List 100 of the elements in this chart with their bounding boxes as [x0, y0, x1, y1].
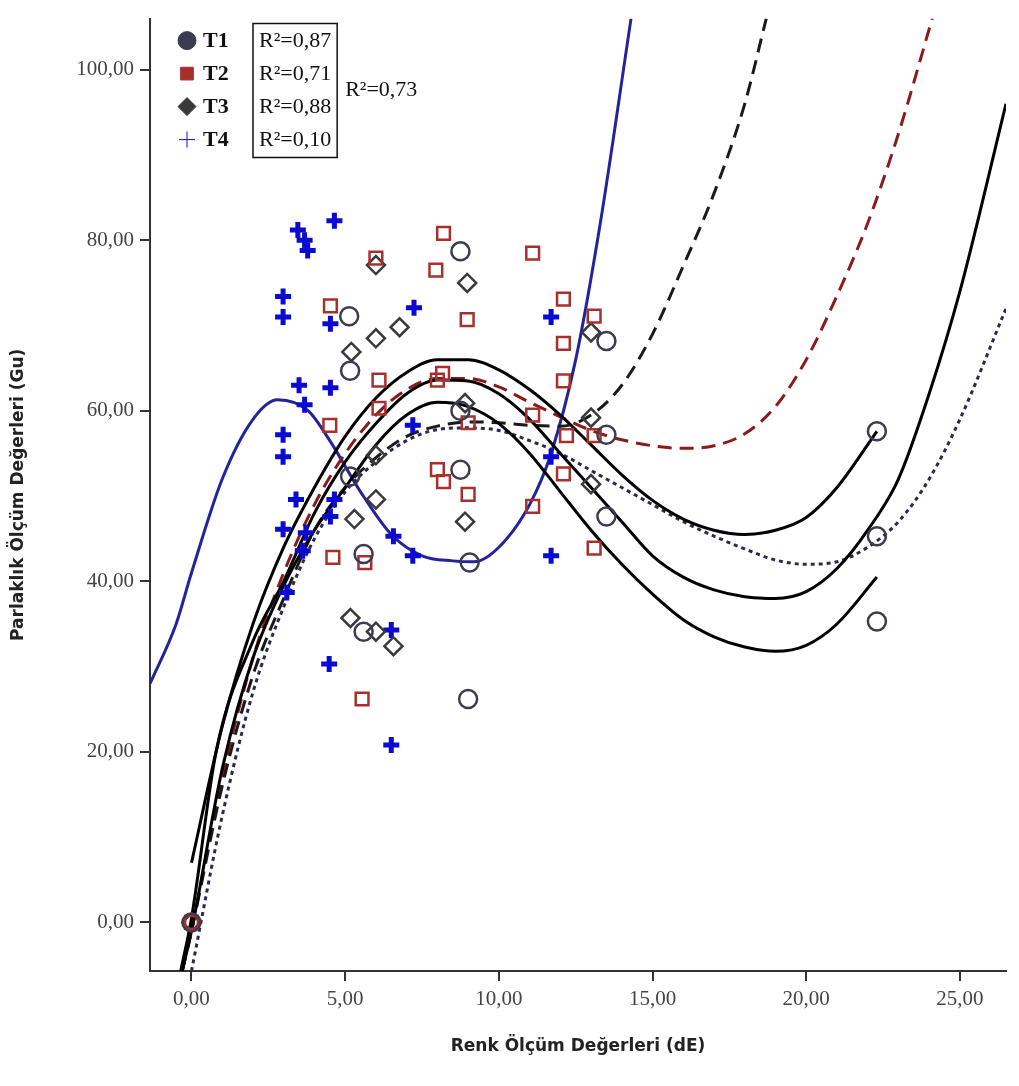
- point: [383, 635, 404, 657]
- point: [371, 400, 387, 416]
- y-tick-label: 20,00: [86, 738, 134, 763]
- point: [555, 373, 572, 389]
- point: [403, 297, 425, 319]
- point: [866, 611, 888, 632]
- point: [429, 462, 445, 478]
- annotation: R²=0,71: [259, 60, 332, 86]
- point: [380, 734, 402, 756]
- point: [319, 506, 341, 528]
- y-tick-label: 100,00: [76, 56, 134, 81]
- point: [354, 691, 370, 707]
- point: [540, 545, 562, 567]
- annotation: R²=0,73: [345, 75, 418, 101]
- annotation: R²=0,87: [259, 27, 332, 53]
- point: [344, 508, 365, 530]
- point: [276, 581, 298, 603]
- point: [428, 262, 444, 278]
- point: [382, 525, 404, 547]
- point: [365, 489, 387, 510]
- legend-label: T4: [203, 126, 229, 152]
- legend-label: T3: [203, 93, 229, 119]
- point: [295, 522, 317, 544]
- point: [318, 653, 340, 675]
- point: [459, 311, 475, 328]
- point: [586, 540, 602, 556]
- point: [558, 427, 575, 444]
- point: [389, 317, 410, 338]
- point: [866, 421, 888, 442]
- line-series: [189, 307, 1006, 971]
- point: [365, 328, 387, 349]
- legend-label: T1: [203, 27, 229, 53]
- point: [319, 313, 341, 335]
- point: [272, 446, 294, 468]
- point: [457, 688, 479, 710]
- point: [450, 241, 471, 262]
- point: [294, 394, 316, 416]
- point: [580, 322, 602, 343]
- legend-label: T2: [203, 60, 229, 86]
- point: [322, 417, 338, 433]
- point: [460, 486, 476, 502]
- x-tick-label: 10,00: [475, 986, 523, 1011]
- point: [339, 360, 361, 381]
- y-tick-label: 0,00: [97, 908, 134, 933]
- x-tick-label: 0,00: [173, 986, 210, 1011]
- point: [525, 407, 541, 423]
- point: [319, 377, 341, 399]
- point: [272, 306, 294, 328]
- point: [325, 549, 341, 566]
- y-tick-label: 80,00: [86, 226, 134, 251]
- point: [339, 466, 361, 487]
- annotation: R²=0,10: [259, 126, 332, 152]
- y-tick-label: 40,00: [86, 567, 134, 592]
- point: [338, 305, 360, 327]
- point: [580, 407, 602, 428]
- point: [323, 210, 345, 232]
- point: [285, 488, 307, 510]
- point: [402, 414, 424, 436]
- x-tick-label: 25,00: [936, 986, 984, 1011]
- x-tick-label: 20,00: [782, 986, 830, 1011]
- point: [429, 372, 445, 388]
- point: [288, 374, 310, 396]
- point: [450, 400, 471, 422]
- point: [272, 424, 294, 446]
- point: [454, 511, 476, 532]
- point: [459, 552, 480, 573]
- point: [353, 543, 374, 565]
- point: [322, 298, 339, 314]
- point: [596, 506, 617, 527]
- x-tick-label: 5,00: [326, 986, 364, 1011]
- point: [450, 459, 471, 480]
- point: [380, 619, 402, 641]
- point: [272, 286, 294, 308]
- annotation: R²=0,88: [259, 93, 332, 119]
- point: [525, 498, 541, 514]
- point: [580, 473, 602, 495]
- point: [434, 365, 451, 381]
- point: [365, 444, 387, 466]
- point: [555, 466, 572, 482]
- point: [586, 308, 602, 324]
- y-tick-label: 60,00: [86, 397, 134, 422]
- point: [596, 424, 617, 445]
- point: [435, 473, 452, 490]
- point: [272, 518, 294, 540]
- point: [456, 272, 478, 294]
- point: [323, 488, 345, 510]
- point: [555, 291, 572, 307]
- point: [435, 225, 452, 242]
- x-tick-label: 15,00: [628, 986, 677, 1011]
- x-axis-title: Renk Ölçüm Değerleri (dE): [450, 1034, 706, 1056]
- point: [371, 372, 387, 388]
- point: [292, 540, 314, 562]
- point: [341, 341, 362, 363]
- point: [866, 525, 888, 547]
- y-axis-title: Parlaklık Ölçüm Değerleri (Gu): [5, 348, 27, 641]
- point: [555, 335, 572, 352]
- line-series: [150, 18, 633, 686]
- point: [525, 245, 541, 261]
- point: [596, 330, 617, 352]
- point: [540, 446, 562, 468]
